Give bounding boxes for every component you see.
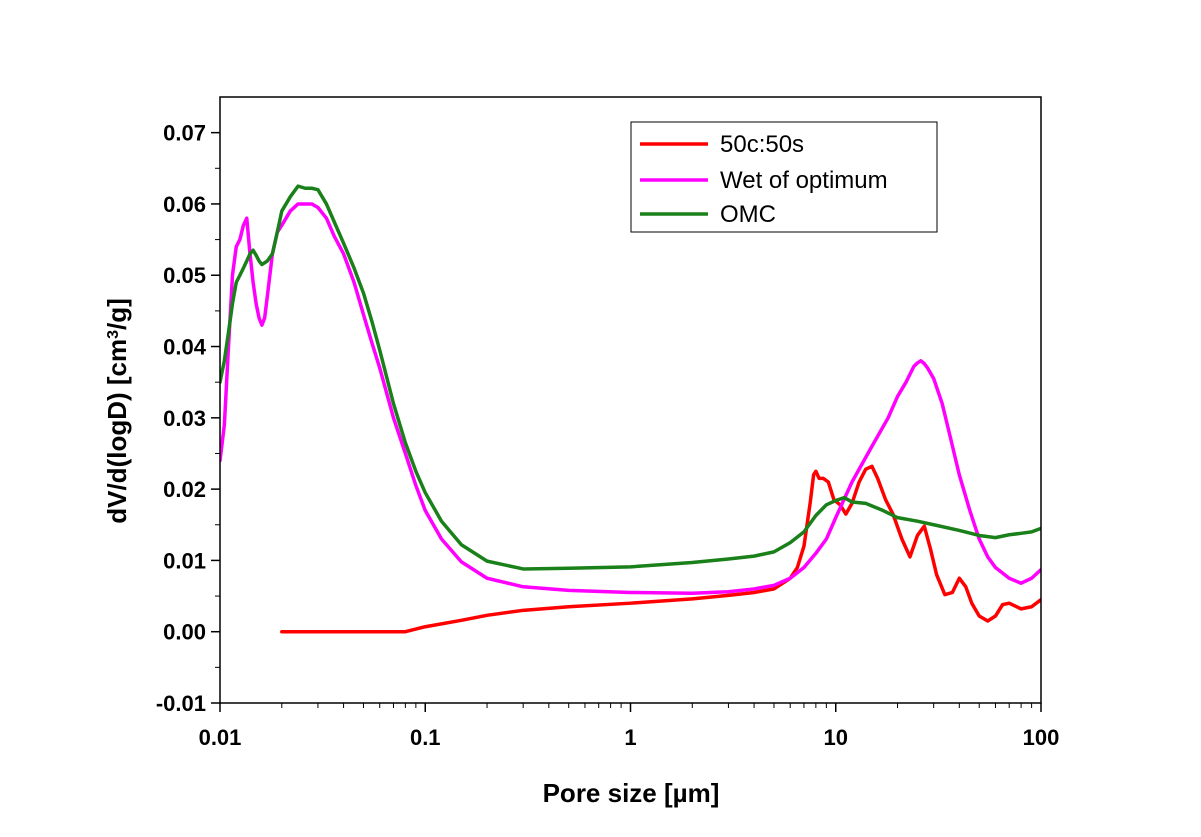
series-line-omc xyxy=(220,184,1041,571)
x-axis-title: Pore size [µm] xyxy=(543,778,720,808)
labels-layer: 0.01 0.1 1 10 100 -0.01 0.00 0.01 0.02 0.03 0.04 0.… xyxy=(156,121,1060,750)
y-tick-label-2: 0.01 xyxy=(163,548,206,573)
legend-label-50c-50s: 50c:50s xyxy=(720,131,804,158)
series-line-50c-50s xyxy=(280,464,1041,634)
y-tick-label-1: 0.00 xyxy=(163,620,206,645)
y-tick-label-7: 0.06 xyxy=(163,192,206,217)
y-axis-title-superscript: 3 xyxy=(105,330,122,339)
legend-label-wet-of-optimum: Wet of optimum xyxy=(720,167,888,194)
ticks-layer xyxy=(211,131,1042,712)
x-tick-label-1: 0.1 xyxy=(410,725,441,750)
y-tick-label-4: 0.03 xyxy=(163,406,206,431)
x-tick-label-3: 10 xyxy=(824,725,848,750)
y-tick-label-5: 0.04 xyxy=(163,335,207,360)
y-tick-label-3: 0.02 xyxy=(163,477,206,502)
x-tick-label-0: 0.01 xyxy=(199,725,242,750)
y-axis-title: dV/d(logD) [cm3/g] xyxy=(102,298,132,524)
y-axis-title-unit-end: /g] xyxy=(102,298,132,330)
y-tick-label-0: -0.01 xyxy=(156,691,206,716)
legend: 50c:50s Wet of optimum OMC xyxy=(630,121,938,233)
y-tick-label-6: 0.05 xyxy=(163,263,206,288)
x-tick-label-2: 1 xyxy=(624,725,636,750)
legend-label-omc: OMC xyxy=(720,201,776,228)
x-tick-label-4: 100 xyxy=(1023,725,1060,750)
series-layer xyxy=(220,184,1041,634)
y-axis-title-main: dV/d(logD) [cm xyxy=(102,339,132,524)
y-tick-label-8: 0.07 xyxy=(163,121,206,146)
series-line-wet-of-optimum xyxy=(220,202,1041,595)
